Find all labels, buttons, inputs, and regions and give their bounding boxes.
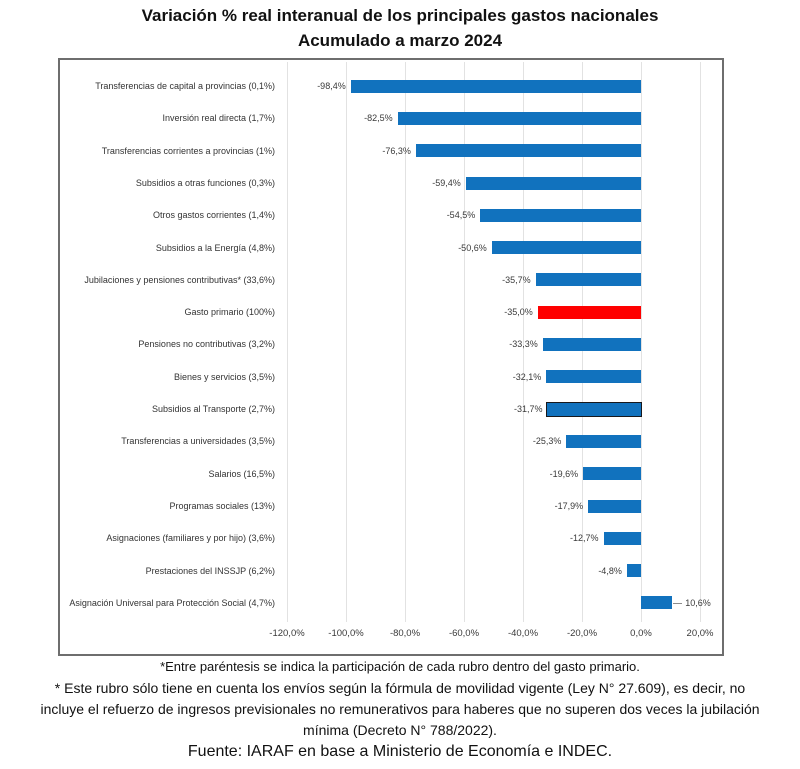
value-label: -54,5% — [446, 210, 476, 221]
leader-line — [673, 602, 683, 604]
x-axis-tick-label: -60,0% — [448, 628, 480, 639]
bar-value — [566, 434, 641, 448]
chart-subtitle: Acumulado a marzo 2024 — [297, 31, 503, 50]
gridline — [641, 62, 642, 622]
gridline — [405, 62, 406, 622]
gridline — [346, 62, 347, 622]
category-label: Inversión real directa (1,7%) — [162, 113, 275, 124]
chart-row: Subsidios a otras funciones (0,3%) -59,4% — [60, 167, 722, 199]
bar-value — [397, 111, 641, 125]
bar-value — [535, 273, 641, 287]
category-label: Programas sociales (13%) — [169, 500, 275, 511]
value-label: -76,3% — [382, 145, 411, 156]
chart-row: Asignaciones (familiares y por hijo) (3,… — [60, 522, 722, 554]
bar-value — [480, 208, 641, 222]
category-label: Gasto primario (100%) — [184, 307, 275, 318]
chart-row: Gasto primario (100%) -35,0% — [60, 296, 722, 328]
bar-highlight — [537, 305, 641, 319]
chart-row: Transferencias corrientes a provincias (… — [60, 135, 722, 167]
category-label: Subsidios a la Energía (4,8%) — [155, 242, 275, 253]
category-label: Otros gastos corrientes (1,4%) — [152, 210, 275, 221]
value-label: -25,3% — [532, 436, 562, 447]
gridline — [464, 62, 465, 622]
chart-row: Asignación Universal para Protección Soc… — [60, 587, 722, 619]
value-label: -17,9% — [554, 500, 584, 511]
value-label: -32,1% — [512, 371, 542, 382]
chart-row: Pensiones no contributivas (3,2%) -33,3% — [60, 328, 722, 360]
bar-value — [491, 241, 641, 255]
source-attribution: Fuente: IARAF en base a Ministerio de Ec… — [187, 743, 613, 760]
x-axis-tick-label: 0,0% — [630, 628, 652, 639]
gridline — [523, 62, 524, 622]
category-label: Jubilaciones y pensiones contributivas* … — [84, 274, 275, 285]
value-label: -59,4% — [432, 177, 461, 188]
category-label: Salarios (16,5%) — [208, 468, 275, 479]
chart-title: Variación % real interanual de los princ… — [141, 6, 659, 25]
bar-value — [542, 338, 641, 352]
value-label: -98,4% — [317, 81, 346, 91]
chart-row: Bienes y servicios (3,5%) -32,1% — [60, 361, 722, 393]
x-axis-tick-label: -20,0% — [566, 628, 598, 639]
x-axis-tick-label: -120,0% — [269, 628, 305, 639]
value-label: -33,3% — [509, 339, 538, 350]
x-axis-tick-label: -80,0% — [389, 628, 421, 639]
bar-value — [546, 370, 641, 384]
value-label: 10,6% — [685, 597, 711, 608]
bar-value — [626, 564, 641, 578]
bar-value — [583, 467, 641, 481]
x-axis-tick-label: -100,0% — [328, 628, 364, 639]
value-label: -35,0% — [504, 307, 533, 318]
value-label: -4,8% — [598, 565, 622, 576]
category-label: Bienes y servicios (3,5%) — [173, 371, 275, 382]
category-label: Transferencias corrientes a provincias (… — [101, 145, 275, 156]
bar-value — [603, 531, 641, 545]
gridline — [700, 62, 701, 622]
category-label: Transferencias de capital a provincias (… — [95, 81, 275, 91]
chart-row: Subsidios a la Energía (4,8%) -50,6% — [60, 232, 722, 264]
bar-value — [588, 499, 641, 513]
chart-row: Transferencias a universidades (3,5%) -25… — [60, 425, 722, 457]
x-axis-tick-label: -40,0% — [507, 628, 539, 639]
bar-value — [465, 176, 641, 190]
category-label: Pensiones no contributivas (3,2%) — [138, 339, 275, 350]
chart-row: Subsidios al Transporte (2,7%) -31,7% — [60, 393, 722, 425]
value-label: -19,6% — [549, 468, 579, 479]
chart-row: Inversión real directa (1,7%) -82,5% — [60, 102, 722, 134]
footnote-participation: *Entre paréntesis se indica la participa… — [160, 659, 640, 674]
chart-row: Programas sociales (13%) -17,9% — [60, 490, 722, 522]
chart-row: Salarios (16,5%) -19,6% — [60, 458, 722, 490]
chart-row: Otros gastos corrientes (1,4%) -54,5% — [60, 199, 722, 231]
category-label: Transferencias a universidades (3,5%) — [121, 436, 275, 447]
category-label: Subsidios al Transporte (2,7%) — [151, 404, 275, 414]
bar-value — [350, 79, 641, 93]
chart-row: Transferencias de capital a provincias (… — [60, 70, 722, 102]
x-axis-tick-label: 20,0% — [686, 628, 714, 639]
bar-value — [641, 596, 673, 610]
value-label: -12,7% — [570, 533, 599, 544]
category-label: Asignación Universal para Protección Soc… — [69, 597, 275, 608]
value-label: -31,7% — [513, 404, 543, 414]
category-label: Subsidios a otras funciones (0,3%) — [135, 177, 275, 188]
chart-row: Prestaciones del INSSJP (6,2%) -4,8% — [60, 555, 722, 587]
chart-row: Jubilaciones y pensiones contributivas* … — [60, 264, 722, 296]
category-label: Asignaciones (familiares y por hijo) (3,… — [106, 533, 275, 544]
bar-value — [415, 144, 641, 158]
chart-frame: -120,0% -100,0% -80,0% -60,0% -40,0% -20,0% 0,… — [58, 58, 724, 656]
value-label: -35,7% — [502, 274, 531, 285]
category-label: Prestaciones del INSSJP (6,2%) — [145, 565, 275, 576]
bar-value — [546, 401, 642, 417]
value-label: -50,6% — [458, 242, 487, 253]
gridline — [287, 62, 288, 622]
footnote-mobility-law: * Este rubro sólo tiene en cuenta los en… — [40, 680, 760, 738]
value-label: -82,5% — [364, 113, 393, 124]
